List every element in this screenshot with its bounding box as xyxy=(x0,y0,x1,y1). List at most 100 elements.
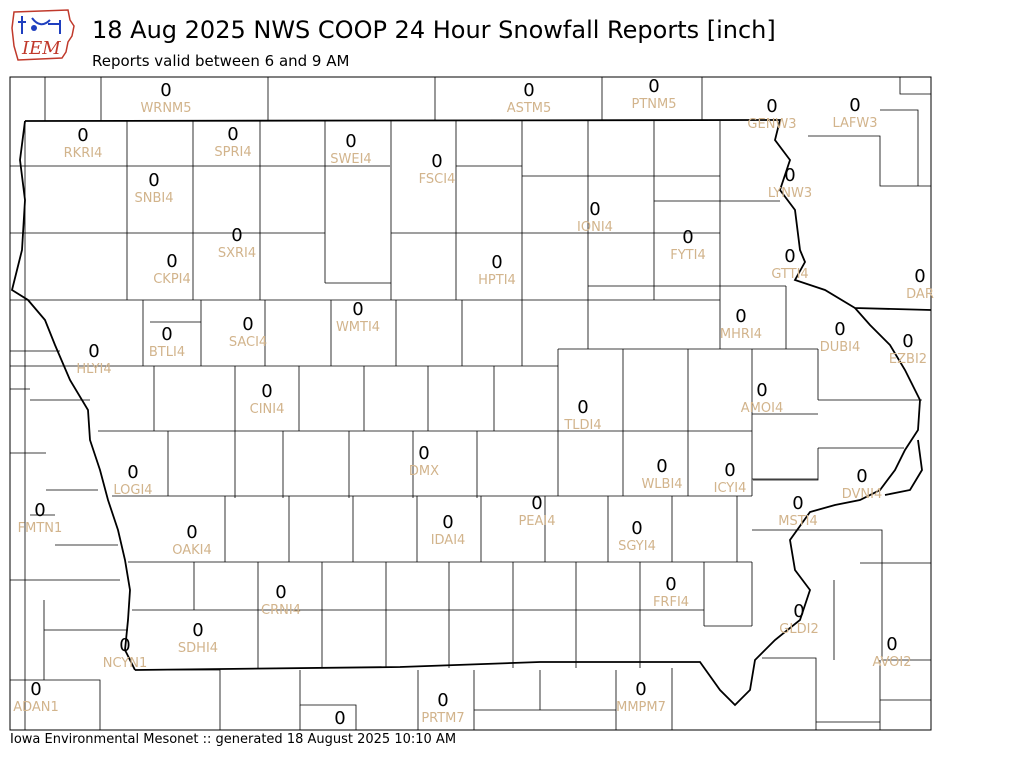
snowfall-value: 0 xyxy=(724,460,735,481)
snowfall-value: 0 xyxy=(166,251,177,272)
station-id-label: NCYN1 xyxy=(103,656,148,671)
station-id-label: ASTM5 xyxy=(507,101,552,116)
iowa-outline-shape xyxy=(11,9,75,61)
station-id-label: ADAN1 xyxy=(13,700,59,715)
snowfall-value: 0 xyxy=(345,131,356,152)
snowfall-value: 0 xyxy=(437,690,448,711)
snowfall-value: 0 xyxy=(231,225,242,246)
weather-symbol-icon xyxy=(18,16,61,34)
station-id-label: MSTI4 xyxy=(778,514,818,529)
station-id-label: IONI4 xyxy=(577,220,613,235)
station-id-label: FYTI4 xyxy=(670,248,705,263)
snowfall-value: 0 xyxy=(902,331,913,352)
station-id-label: SWEI4 xyxy=(330,152,371,167)
station-id-label: AMOI4 xyxy=(741,401,783,416)
county-lines xyxy=(10,77,931,730)
station-id-label: SDHI4 xyxy=(178,641,218,656)
station-id-label: LAFW3 xyxy=(832,116,877,131)
snowfall-value: 0 xyxy=(784,165,795,186)
page-subtitle: Reports valid between 6 and 9 AM xyxy=(92,52,350,70)
station-id-label: BTLI4 xyxy=(149,345,185,360)
snowfall-value: 0 xyxy=(793,601,804,622)
station-id-label: GLDI2 xyxy=(779,622,818,637)
snowfall-value: 0 xyxy=(766,96,777,117)
snowfall-value: 0 xyxy=(886,634,897,655)
station-id-label: DUBI4 xyxy=(820,340,861,355)
snowfall-value: 0 xyxy=(682,227,693,248)
station-id-label: EZBI2 xyxy=(889,352,927,367)
map-frame xyxy=(9,76,932,731)
station-id-label: GENW3 xyxy=(747,117,796,132)
station-id-label: MMPM7 xyxy=(616,700,666,715)
snowfall-value: 0 xyxy=(352,299,363,320)
station-id-label: CRNI4 xyxy=(261,603,301,618)
snowfall-value: 0 xyxy=(34,500,45,521)
snowfall-value: 0 xyxy=(148,170,159,191)
snowfall-value: 0 xyxy=(442,512,453,533)
station-id-label: FRFI4 xyxy=(653,595,689,610)
snowfall-value: 0 xyxy=(589,199,600,220)
station-id-label: HLYI4 xyxy=(76,362,111,377)
station-id-label: PTNM5 xyxy=(632,97,677,112)
snowfall-value: 0 xyxy=(756,380,767,401)
snowfall-value: 0 xyxy=(77,125,88,146)
snowfall-value: 0 xyxy=(849,95,860,116)
snowfall-value: 0 xyxy=(531,493,542,514)
snowfall-value: 0 xyxy=(523,80,534,101)
snowfall-value: 0 xyxy=(735,306,746,327)
snowfall-value: 0 xyxy=(631,518,642,539)
snowfall-value: 0 xyxy=(242,314,253,335)
station-id-label: PEAI4 xyxy=(518,514,555,529)
snowfall-value: 0 xyxy=(88,341,99,362)
snowfall-value: 0 xyxy=(275,582,286,603)
station-id-label: MHRI4 xyxy=(720,327,762,342)
snowfall-value: 0 xyxy=(119,635,130,656)
logo-text: IEM xyxy=(21,38,61,59)
snowfall-value: 0 xyxy=(656,456,667,477)
snowfall-value: 0 xyxy=(261,381,272,402)
station-id-label: CINI4 xyxy=(250,402,285,417)
snowfall-value: 0 xyxy=(192,620,203,641)
snowfall-value: 0 xyxy=(186,522,197,543)
station-id-label: ICYI4 xyxy=(714,481,747,496)
station-id-label: WMTI4 xyxy=(336,320,380,335)
station-id-label: LYNW3 xyxy=(768,186,812,201)
station-id-label: SACI4 xyxy=(229,335,267,350)
snowfall-value: 0 xyxy=(161,324,172,345)
station-id-label: DAR xyxy=(906,287,934,302)
station-id-label: WRNM5 xyxy=(140,101,191,116)
station-id-label: IDAI4 xyxy=(431,533,466,548)
